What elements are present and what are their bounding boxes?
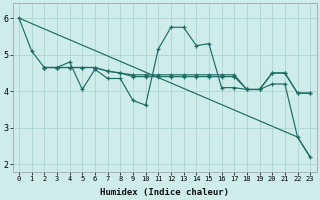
X-axis label: Humidex (Indice chaleur): Humidex (Indice chaleur) xyxy=(100,188,229,197)
